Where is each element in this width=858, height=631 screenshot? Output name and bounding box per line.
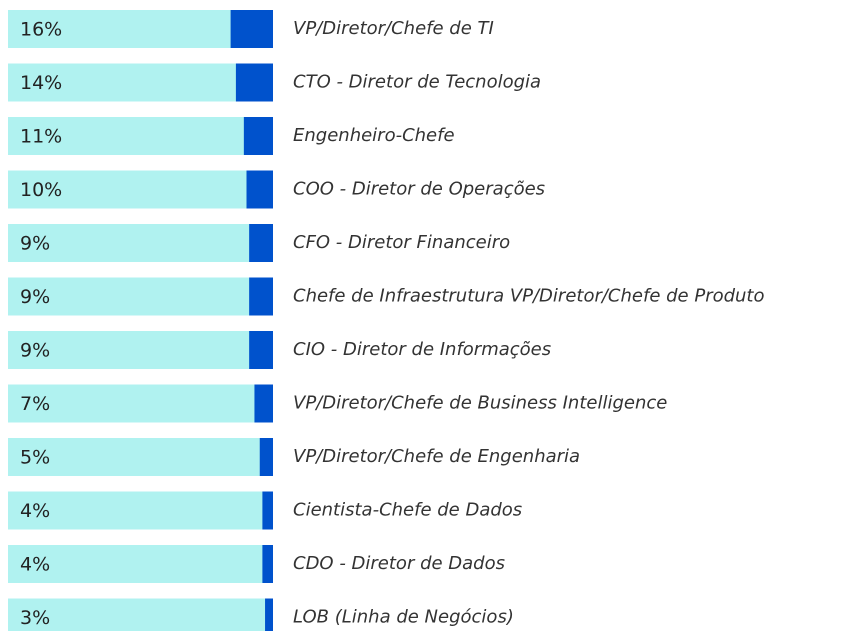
bar: [246, 170, 273, 209]
bar-track: [8, 277, 273, 316]
category-label: CIO - Diretor de Informações: [293, 339, 551, 360]
category-label: Chefe de Infraestrutura VP/Diretor/Chefe…: [293, 286, 765, 307]
value-label: 16%: [20, 19, 62, 41]
category-label: VP/Diretor/Chefe de TI: [293, 18, 494, 39]
bar: [249, 224, 273, 262]
category-label: Cientista-Chefe de Dados: [293, 500, 522, 521]
value-label: 3%: [20, 607, 50, 629]
bar-track: [8, 63, 273, 102]
value-label: 10%: [20, 179, 62, 201]
bar-track: [8, 224, 273, 262]
bar: [249, 331, 273, 369]
bar: [249, 277, 273, 316]
category-label: VP/Diretor/Chefe de Engenharia: [293, 446, 580, 467]
bar-track: [8, 331, 273, 369]
category-label: VP/Diretor/Chefe de Business Intelligenc…: [293, 393, 667, 414]
bar: [259, 438, 273, 476]
category-label: CTO - Diretor de Tecnologia: [293, 72, 541, 93]
value-label: 14%: [20, 72, 62, 94]
category-label: Engenheiro-Chefe: [293, 125, 455, 146]
bar: [265, 598, 273, 631]
value-label: 9%: [20, 340, 50, 362]
bar: [230, 10, 273, 48]
category-label: COO - Diretor de Operações: [293, 179, 545, 200]
category-label: CDO - Diretor de Dados: [293, 553, 505, 574]
bar-track: [8, 170, 273, 209]
value-label: 11%: [20, 126, 62, 148]
bar: [262, 545, 273, 583]
bar-track: [8, 598, 273, 631]
value-label: 9%: [20, 233, 50, 255]
category-label: CFO - Diretor Financeiro: [293, 232, 510, 253]
bar-track: [8, 438, 273, 476]
value-label: 9%: [20, 286, 50, 308]
category-label: LOB (Linha de Negócios): [293, 607, 514, 628]
bar-track: [8, 491, 273, 530]
bar-track: [8, 384, 273, 423]
bar: [262, 491, 273, 530]
bar: [235, 63, 273, 102]
bar-track: [8, 545, 273, 583]
bar: [254, 384, 273, 423]
value-label: 7%: [20, 393, 50, 415]
bar-track: [8, 117, 273, 155]
bar-track: [8, 10, 273, 48]
value-label: 4%: [20, 554, 50, 576]
value-label: 5%: [20, 447, 50, 469]
value-label: 4%: [20, 500, 50, 522]
bar: [243, 117, 273, 155]
